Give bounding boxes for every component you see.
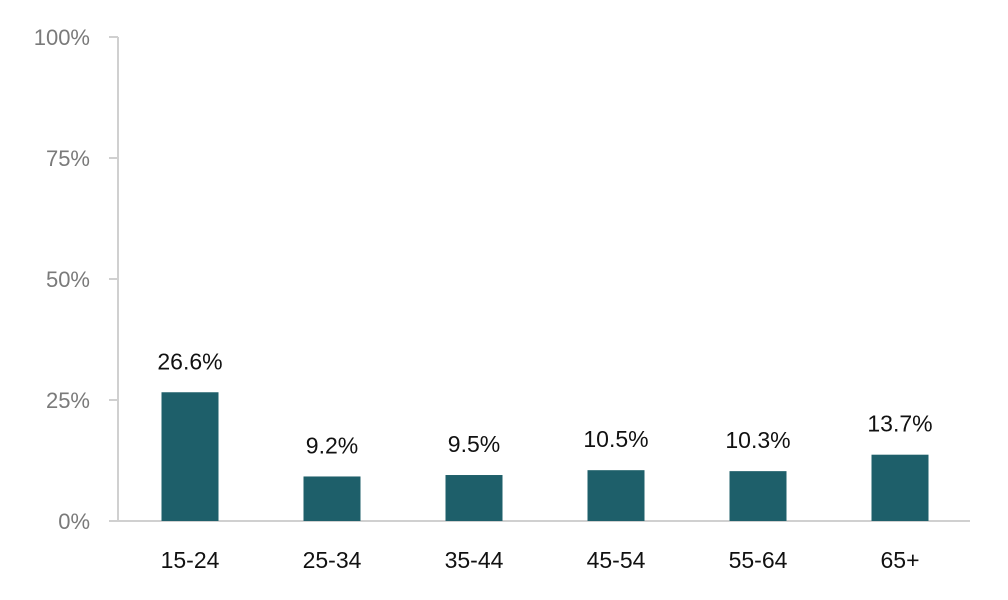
x-tick-labels: 15-24 25-34 35-44 45-54 55-64 65+: [161, 547, 920, 573]
bar: [161, 392, 219, 521]
x-tick-label: 45-54: [587, 547, 646, 573]
y-tick-label: 0%: [58, 509, 90, 534]
bar: [445, 475, 503, 521]
data-label: 9.2%: [306, 432, 358, 458]
x-tick-label: 65+: [880, 547, 919, 573]
bar: [871, 454, 929, 521]
y-tick-label: 50%: [46, 267, 90, 292]
bar: [729, 471, 787, 521]
data-label: 26.6%: [157, 348, 222, 374]
axes-layer: [109, 36, 970, 522]
x-tick-label: 35-44: [445, 547, 504, 573]
data-labels: 26.6% 9.2% 9.5% 10.5% 10.3% 13.7%: [157, 348, 932, 458]
data-label: 13.7%: [867, 411, 932, 437]
data-label: 10.5%: [583, 426, 648, 452]
bar: [303, 476, 361, 521]
x-tick-label: 15-24: [161, 547, 220, 573]
bars: [161, 392, 929, 521]
y-tick-label: 25%: [46, 388, 90, 413]
bar: [587, 470, 645, 521]
y-tick-label: 100%: [34, 25, 90, 50]
data-label: 9.5%: [448, 431, 500, 457]
data-label: 10.3%: [725, 427, 790, 453]
x-tick-label: 25-34: [303, 547, 362, 573]
y-tick-label: 75%: [46, 146, 90, 171]
x-tick-label: 55-64: [729, 547, 788, 573]
y-tick-labels: 0% 25% 50% 75% 100%: [34, 25, 90, 534]
